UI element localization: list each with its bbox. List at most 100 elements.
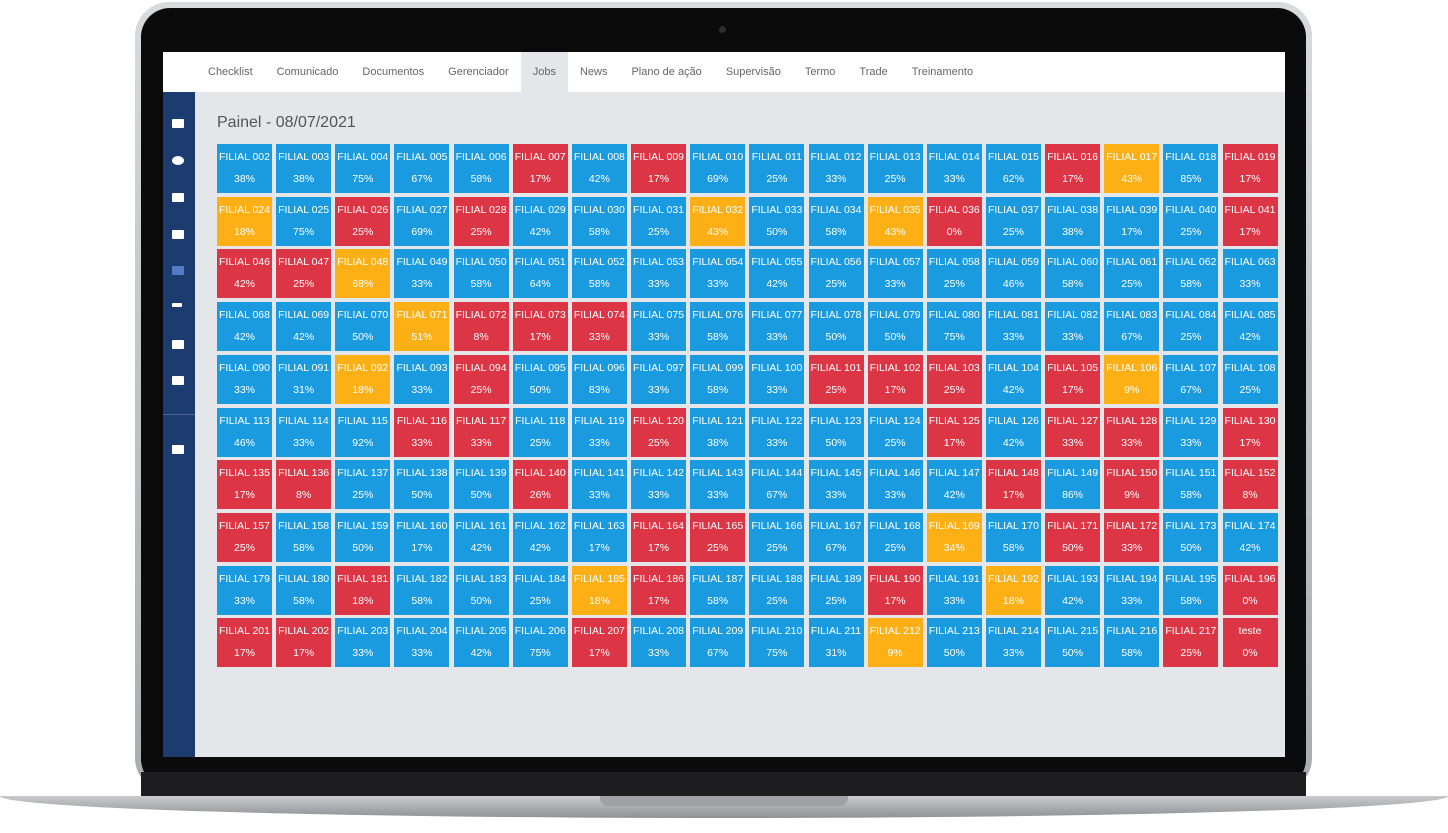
tile[interactable]: FILIAL 039 17% <box>1104 196 1160 246</box>
tile[interactable]: FILIAL 005 67% <box>394 144 450 193</box>
tile[interactable]: FILIAL 184 25% <box>512 565 568 615</box>
tile[interactable]: FILIAL 036 0% <box>926 196 982 246</box>
tile[interactable]: FILIAL 183 50% <box>453 565 509 615</box>
tile[interactable]: FILIAL 118 25% <box>512 407 568 457</box>
icon[interactable] <box>172 119 184 128</box>
nav-item[interactable]: Plano de ação <box>631 66 702 78</box>
tile[interactable]: FILIAL 209 67% <box>690 618 746 668</box>
tile[interactable]: FILIAL 185 18% <box>571 565 627 615</box>
tile[interactable]: FILIAL 040 25% <box>1163 196 1219 246</box>
tile[interactable]: FILIAL 194 33% <box>1104 565 1160 615</box>
tile[interactable]: FILIAL 053 33% <box>631 249 687 299</box>
tile[interactable]: FILIAL 173 50% <box>1163 512 1219 562</box>
tile[interactable]: FILIAL 188 25% <box>749 565 805 615</box>
tile[interactable]: FILIAL 125 17% <box>926 407 982 457</box>
tile[interactable]: FILIAL 015 62% <box>985 144 1041 193</box>
icon[interactable] <box>172 376 184 385</box>
tile[interactable]: FILIAL 057 33% <box>867 249 923 299</box>
tile[interactable]: FILIAL 009 17% <box>631 144 687 193</box>
tile[interactable]: FILIAL 105 17% <box>1045 354 1101 404</box>
tile[interactable]: FILIAL 207 17% <box>571 618 627 668</box>
tile[interactable]: FILIAL 030 58% <box>571 196 627 246</box>
tile[interactable]: FILIAL 028 25% <box>453 196 509 246</box>
tile[interactable]: FILIAL 016 17% <box>1045 144 1101 193</box>
nav-item[interactable]: Supervisão <box>725 66 781 78</box>
tile[interactable]: FILIAL 201 17% <box>217 618 272 668</box>
tile[interactable]: FILIAL 079 50% <box>867 302 923 352</box>
tile[interactable]: FILIAL 080 75% <box>926 302 982 352</box>
tile[interactable]: FILIAL 062 58% <box>1163 249 1219 299</box>
tile[interactable]: FILIAL 073 17% <box>512 302 568 352</box>
tile[interactable]: FILIAL 035 43% <box>867 196 923 246</box>
tile[interactable]: FILIAL 078 50% <box>808 302 864 352</box>
tile[interactable]: FILIAL 145 33% <box>808 460 864 510</box>
tile[interactable]: FILIAL 120 25% <box>631 407 687 457</box>
tile[interactable]: FILIAL 063 33% <box>1222 249 1278 299</box>
tile[interactable]: FILIAL 007 17% <box>512 144 568 193</box>
tile[interactable]: FILIAL 082 33% <box>1045 302 1101 352</box>
tile[interactable]: FILIAL 167 67% <box>808 512 864 562</box>
tile[interactable]: FILIAL 164 17% <box>631 512 687 562</box>
tile[interactable]: FILIAL 084 25% <box>1163 302 1219 352</box>
nav-item[interactable]: Jobs <box>520 52 568 92</box>
tile[interactable]: FILIAL 114 33% <box>276 407 332 457</box>
tile[interactable]: FILIAL 204 33% <box>394 618 450 668</box>
tile[interactable]: FILIAL 142 33% <box>631 460 687 510</box>
tile[interactable]: FILIAL 161 42% <box>453 512 509 562</box>
nav-item[interactable]: News <box>579 66 608 78</box>
tile[interactable]: FILIAL 203 33% <box>335 618 391 668</box>
tile[interactable]: FILIAL 117 33% <box>453 407 509 457</box>
tile[interactable]: FILIAL 170 58% <box>985 512 1041 562</box>
tile[interactable]: FILIAL 097 33% <box>631 354 687 404</box>
tile[interactable]: FILIAL 124 25% <box>867 407 923 457</box>
tile[interactable]: FILIAL 186 17% <box>631 565 687 615</box>
tile[interactable]: FILIAL 123 50% <box>808 407 864 457</box>
tile[interactable]: FILIAL 148 17% <box>985 460 1041 510</box>
tile[interactable]: FILIAL 196 0% <box>1222 565 1278 615</box>
tile[interactable]: FILIAL 099 58% <box>690 354 746 404</box>
tile[interactable]: FILIAL 193 42% <box>1045 565 1101 615</box>
tile[interactable]: FILIAL 025 75% <box>276 196 332 246</box>
tile[interactable]: FILIAL 002 38% <box>217 144 272 193</box>
tile[interactable]: FILIAL 127 33% <box>1045 407 1101 457</box>
tile[interactable]: FILIAL 135 17% <box>217 460 272 510</box>
tile[interactable]: FILIAL 143 33% <box>690 460 746 510</box>
tile[interactable]: FILIAL 083 67% <box>1104 302 1160 352</box>
tile[interactable]: FILIAL 052 58% <box>571 249 627 299</box>
tile[interactable]: FILIAL 162 42% <box>512 512 568 562</box>
tile[interactable]: FILIAL 034 58% <box>808 196 864 246</box>
tile[interactable]: FILIAL 081 33% <box>985 302 1041 352</box>
tile[interactable]: FILIAL 090 33% <box>217 354 272 404</box>
tile[interactable]: FILIAL 160 17% <box>394 512 450 562</box>
nav-item[interactable]: Comunicado <box>276 66 339 78</box>
tile[interactable]: FILIAL 096 83% <box>571 354 627 404</box>
tile[interactable]: FILIAL 033 50% <box>749 196 805 246</box>
tile[interactable]: FILIAL 038 38% <box>1045 196 1101 246</box>
tile[interactable]: FILIAL 190 17% <box>867 565 923 615</box>
tile[interactable]: FILIAL 151 58% <box>1163 460 1219 510</box>
tile[interactable]: FILIAL 179 33% <box>217 565 272 615</box>
tile[interactable]: FILIAL 168 25% <box>867 512 923 562</box>
tile[interactable]: FILIAL 144 67% <box>749 460 805 510</box>
tile[interactable]: FILIAL 116 33% <box>394 407 450 457</box>
tile[interactable]: FILIAL 032 43% <box>690 196 746 246</box>
tile[interactable]: FILIAL 121 38% <box>690 407 746 457</box>
tile[interactable]: FILIAL 026 25% <box>335 196 391 246</box>
tile[interactable]: FILIAL 169 34% <box>926 512 982 562</box>
tile[interactable]: FILIAL 004 75% <box>335 144 391 193</box>
tile[interactable]: FILIAL 217 25% <box>1163 618 1219 668</box>
tile[interactable]: FILIAL 100 33% <box>749 354 805 404</box>
tile[interactable]: FILIAL 003 38% <box>276 144 332 193</box>
tile[interactable]: FILIAL 146 33% <box>867 460 923 510</box>
tile[interactable]: FILIAL 060 58% <box>1045 249 1101 299</box>
tile[interactable]: FILIAL 010 69% <box>690 144 746 193</box>
tile[interactable]: FILIAL 013 25% <box>867 144 923 193</box>
tile[interactable]: FILIAL 024 18% <box>217 196 272 246</box>
tile[interactable]: FILIAL 159 50% <box>335 512 391 562</box>
tile[interactable]: FILIAL 122 33% <box>749 407 805 457</box>
tile[interactable]: FILIAL 095 50% <box>512 354 568 404</box>
tile[interactable]: FILIAL 104 42% <box>985 354 1041 404</box>
tile[interactable]: FILIAL 137 25% <box>335 460 391 510</box>
tile[interactable]: FILIAL 187 58% <box>690 565 746 615</box>
tile[interactable]: FILIAL 102 17% <box>867 354 923 404</box>
